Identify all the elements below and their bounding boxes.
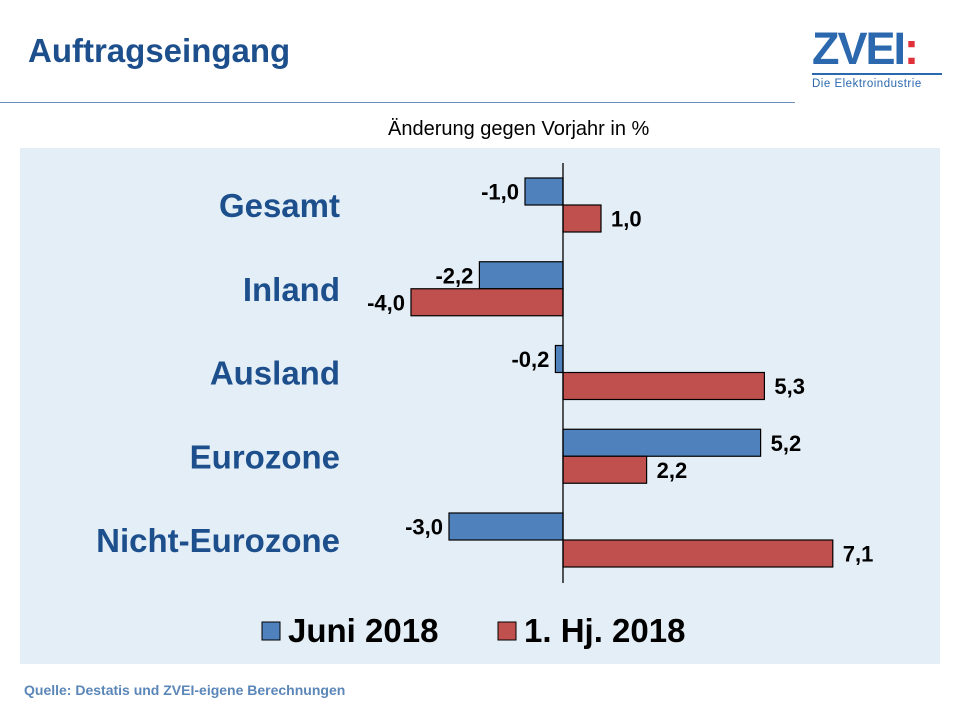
category-label: Nicht-Eurozone [96,522,340,559]
bar [562,455,648,484]
chart-subtitle: Änderung gegen Vorjahr in % [388,118,650,140]
category-label: Eurozone [190,438,340,475]
bar [524,177,564,206]
data-label: 5,2 [771,431,802,456]
bar [410,288,564,317]
data-label: -1,0 [481,180,519,205]
data-label: -4,0 [367,290,405,315]
source-note: Quelle: Destatis und ZVEI-eigene Berechn… [24,682,346,698]
data-label: -3,0 [405,515,443,540]
legend-swatch [261,621,281,641]
bar [562,371,765,401]
legend-label: 1. Hj. 2018 [524,612,685,649]
bar [562,428,762,457]
legend-swatch [497,621,517,641]
category-label: Inland [243,271,340,308]
data-label: 5,3 [774,374,805,399]
category-label: Gesamt [219,187,340,224]
data-label: 1,0 [611,207,642,232]
data-label: -0,2 [511,347,549,372]
data-label: 2,2 [657,458,688,483]
bar [562,204,602,233]
logo-subtext: Die Elektroindustrie [812,78,922,90]
zvei-logo: ZVEI: Die Elektroindustrie [812,26,942,92]
bar [554,344,564,374]
logo-text: ZVEI [812,23,906,74]
bar [562,539,834,568]
page-title: Auftragseingang [28,32,291,69]
plot-area [20,148,940,664]
legend-label: Juni 2018 [288,612,438,649]
bar [448,512,564,541]
data-label: 7,1 [843,542,874,567]
category-label: Ausland [210,355,340,392]
title-divider [0,102,795,103]
data-label: -2,2 [435,263,473,288]
bar [478,261,564,290]
